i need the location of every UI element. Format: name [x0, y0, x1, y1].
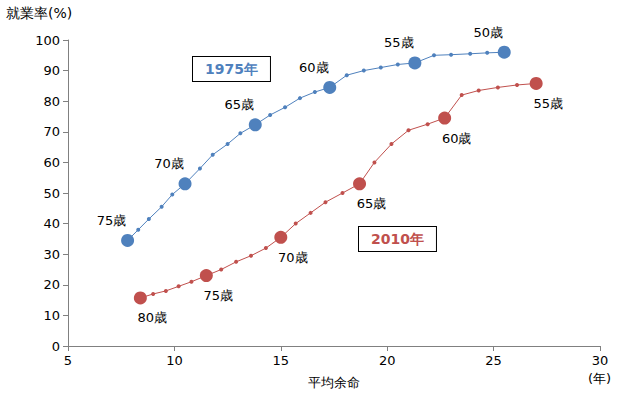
- svg-text:15: 15: [273, 353, 290, 368]
- svg-text:70: 70: [43, 124, 60, 139]
- svg-text:100: 100: [35, 33, 60, 48]
- svg-text:20: 20: [379, 353, 396, 368]
- svg-text:80歳: 80歳: [138, 310, 168, 325]
- svg-text:2010年: 2010年: [371, 231, 424, 247]
- svg-text:10: 10: [166, 353, 183, 368]
- svg-text:55歳: 55歳: [384, 35, 414, 50]
- svg-text:80: 80: [43, 94, 60, 109]
- svg-text:60: 60: [43, 155, 60, 170]
- svg-text:60歳: 60歳: [442, 131, 472, 146]
- svg-text:55歳: 55歳: [533, 96, 563, 111]
- svg-text:50歳: 50歳: [473, 25, 503, 40]
- svg-text:30: 30: [43, 247, 60, 262]
- svg-text:70歳: 70歳: [278, 250, 308, 265]
- svg-text:10: 10: [43, 308, 60, 323]
- svg-text:平均余命: 平均余命: [308, 375, 360, 390]
- svg-text:40: 40: [43, 216, 60, 231]
- svg-text:90: 90: [43, 63, 60, 78]
- svg-text:65歳: 65歳: [224, 97, 254, 112]
- svg-text:30: 30: [592, 353, 609, 368]
- svg-text:75歳: 75歳: [97, 213, 127, 228]
- svg-text:65歳: 65歳: [357, 196, 387, 211]
- svg-text:25: 25: [485, 353, 502, 368]
- svg-text:(年): (年): [588, 371, 611, 386]
- svg-text:20: 20: [43, 277, 60, 292]
- svg-text:70歳: 70歳: [154, 156, 184, 171]
- svg-text:就業率(%): 就業率(%): [6, 5, 72, 21]
- svg-text:0: 0: [52, 339, 60, 354]
- svg-text:60歳: 60歳: [299, 60, 329, 75]
- svg-text:5: 5: [64, 353, 72, 368]
- svg-text:50: 50: [43, 186, 60, 201]
- svg-text:1975年: 1975年: [205, 61, 258, 77]
- svg-text:75歳: 75歳: [204, 288, 234, 303]
